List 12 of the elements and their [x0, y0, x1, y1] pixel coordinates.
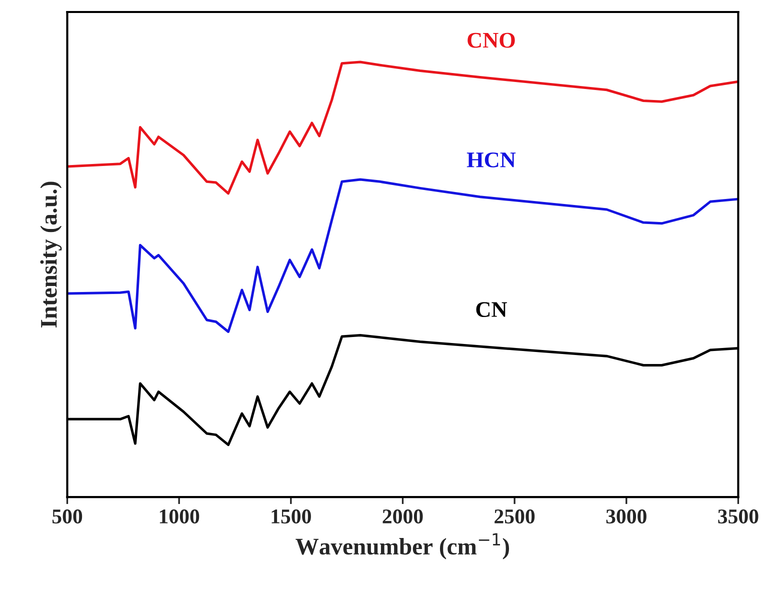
- x-tick-label: 500: [52, 509, 82, 524]
- series-label: CNO: [468, 32, 515, 48]
- x-tick-label: 1500: [272, 509, 311, 524]
- y-axis-title: Intensity (a.u.): [40, 182, 62, 328]
- x-tick-label: 3000: [606, 509, 646, 524]
- x-axis-title: Wavenumber (cm$^{−1}$): [296, 533, 509, 560]
- x-tick-label: 2000: [382, 509, 423, 524]
- x-tick-label: 1000: [160, 509, 200, 524]
- series-label: HCN: [466, 152, 516, 168]
- series-label: CN: [476, 302, 507, 318]
- x-tick-label: 3500: [718, 509, 758, 524]
- x-tick-label: 2500: [494, 509, 535, 524]
